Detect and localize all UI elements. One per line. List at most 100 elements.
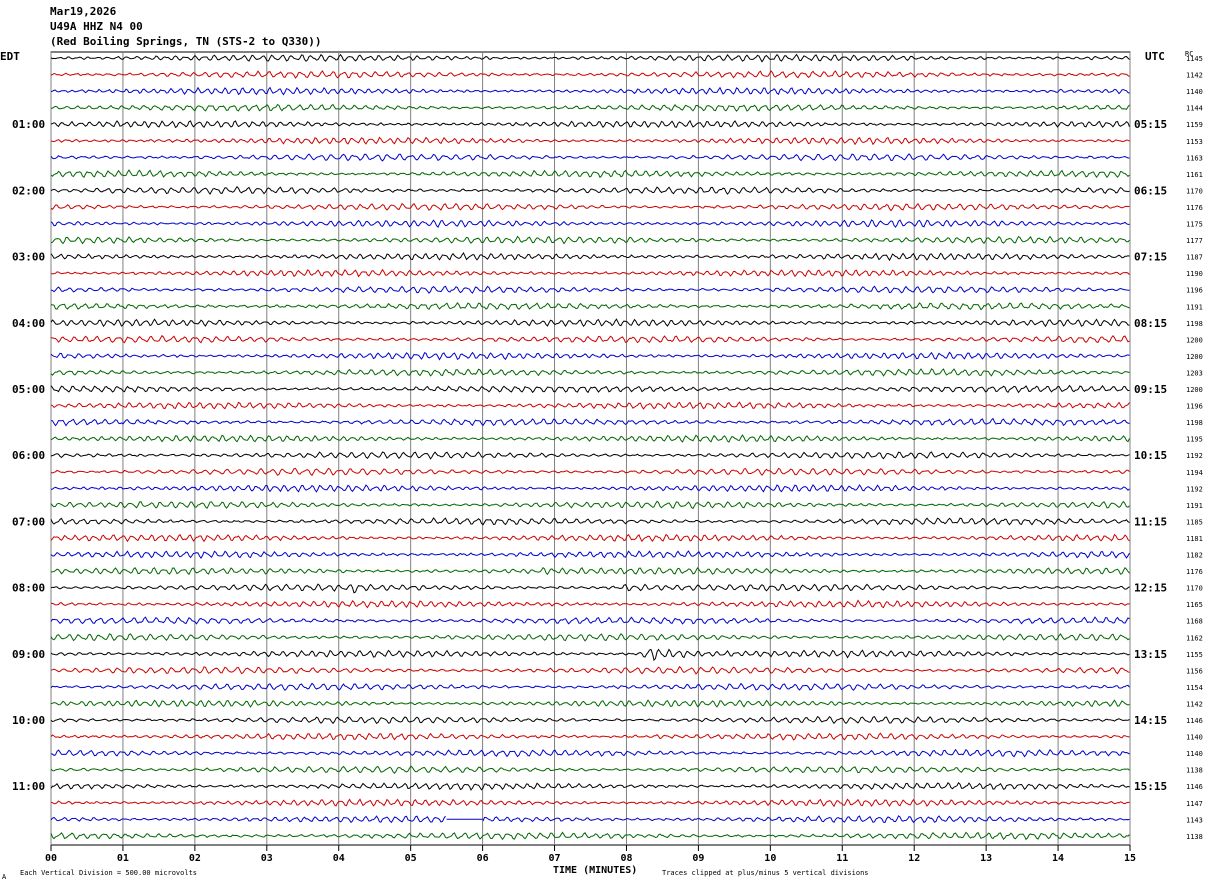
row-value-label: 1170 (1186, 585, 1203, 593)
trace-row-41 (51, 733, 1130, 740)
x-tick-label: 04 (333, 853, 345, 864)
trace-row-10 (51, 220, 1130, 227)
trace-row-35 (51, 634, 1130, 641)
x-tick-label: 08 (620, 853, 632, 864)
row-value-label: 1182 (1186, 552, 1203, 560)
x-tick-label: 07 (549, 853, 561, 864)
row-value-label: 1138 (1186, 833, 1203, 841)
trace-row-43 (51, 766, 1130, 773)
row-value-label: 1185 (1186, 518, 1203, 526)
trace-row-17 (51, 336, 1130, 343)
x-tick-label: 00 (45, 853, 57, 864)
x-tick-label: 15 (1124, 853, 1136, 864)
trace-row-33 (51, 600, 1130, 607)
hour-label-right: 07:15 (1134, 251, 1167, 264)
scale-note: Each Vertical Division = 500.00 microvol… (20, 869, 197, 877)
hour-label-left: 07:00 (12, 515, 45, 528)
trace-row-27 (51, 501, 1130, 508)
hour-label-right: 12:15 (1134, 582, 1167, 595)
trace-row-13 (51, 270, 1130, 277)
row-value-label: 1159 (1186, 121, 1203, 129)
x-tick-label: 06 (477, 853, 489, 864)
hour-label-right: 06:15 (1134, 184, 1167, 197)
row-value-label: 1170 (1186, 187, 1203, 195)
x-tick-label: 10 (764, 853, 776, 864)
row-value-label: 1198 (1186, 419, 1203, 427)
trace-row-18 (51, 352, 1130, 359)
trace-row-32 (51, 584, 1130, 593)
hour-label-left: 06:00 (12, 449, 45, 462)
hour-label-left: 03:00 (12, 251, 45, 264)
row-value-label: 1162 (1186, 634, 1203, 642)
row-value-label: 1156 (1186, 667, 1203, 675)
trace-row-15 (51, 303, 1130, 310)
hour-label-right: 10:15 (1134, 449, 1167, 462)
trace-row-36 (51, 650, 1130, 661)
x-tick-label: 13 (980, 853, 992, 864)
row-value-label: 1142 (1186, 72, 1203, 80)
trace-row-46 (51, 816, 1130, 823)
row-value-label: 1154 (1186, 684, 1203, 692)
hour-label-right: 05:15 (1134, 118, 1167, 131)
x-axis-title: TIME (MINUTES) (553, 865, 637, 876)
trace-row-45 (51, 799, 1130, 806)
hour-label-left: 01:00 (12, 118, 45, 131)
trace-row-30 (51, 551, 1130, 558)
row-value-label: 1146 (1186, 717, 1203, 725)
trace-row-24 (51, 452, 1130, 459)
trace-row-20 (51, 386, 1130, 393)
row-value-label: 1198 (1186, 320, 1203, 328)
row-value-label: 1192 (1186, 452, 1203, 460)
row-value-label: 1175 (1186, 221, 1203, 229)
trace-row-29 (51, 535, 1130, 542)
trace-row-47 (51, 832, 1130, 839)
row-value-label: 1140 (1186, 734, 1203, 742)
hour-label-right: 11:15 (1134, 515, 1167, 528)
row-value-label: 1144 (1186, 105, 1203, 113)
hour-label-right: 13:15 (1134, 648, 1167, 661)
hour-label-right: 14:15 (1134, 714, 1167, 727)
row-value-label: 1196 (1186, 287, 1203, 295)
trace-row-1 (51, 71, 1130, 78)
hour-label-left: 04:00 (12, 317, 45, 330)
hour-label-left: 09:00 (12, 648, 45, 661)
trace-row-7 (51, 170, 1130, 177)
trace-row-0 (51, 55, 1130, 62)
left-timezone-label: EDT (0, 50, 20, 63)
hour-label-right: 15:15 (1134, 780, 1167, 793)
trace-row-2 (51, 88, 1130, 95)
row-value-label: 1165 (1186, 601, 1203, 609)
row-value-label: 1191 (1186, 502, 1203, 510)
trace-row-9 (51, 204, 1130, 211)
grid-lines (51, 52, 1130, 851)
row-value-label: 1200 (1186, 336, 1203, 344)
row-value-label: 1163 (1186, 154, 1203, 162)
trace-row-31 (51, 568, 1130, 575)
hour-label-right: 08:15 (1134, 317, 1167, 330)
x-tick-label: 09 (692, 853, 704, 864)
corner-mark: A (2, 873, 7, 881)
trace-row-39 (51, 700, 1130, 707)
row-value-label: 1190 (1186, 270, 1203, 278)
row-value-label: 1191 (1186, 303, 1203, 311)
hour-label-right: 09:15 (1134, 383, 1167, 396)
row-value-label: 1146 (1186, 783, 1203, 791)
x-tick-label: 01 (117, 853, 129, 864)
row-value-label: 1192 (1186, 485, 1203, 493)
trace-row-5 (51, 137, 1130, 144)
trace-row-16 (51, 319, 1130, 326)
x-tick-label: 14 (1052, 853, 1064, 864)
row-value-label: 1177 (1186, 237, 1203, 245)
trace-row-40 (51, 717, 1130, 724)
row-value-label: 1200 (1186, 386, 1203, 394)
row-value-label: 1176 (1186, 568, 1203, 576)
hour-label-left: 05:00 (12, 383, 45, 396)
trace-row-3 (51, 105, 1130, 112)
plot-frame (51, 52, 1130, 845)
trace-row-8 (51, 187, 1130, 194)
row-value-label: 1155 (1186, 651, 1203, 659)
row-value-label: 1195 (1186, 436, 1203, 444)
x-tick-label: 03 (261, 853, 273, 864)
trace-row-25 (51, 468, 1130, 475)
